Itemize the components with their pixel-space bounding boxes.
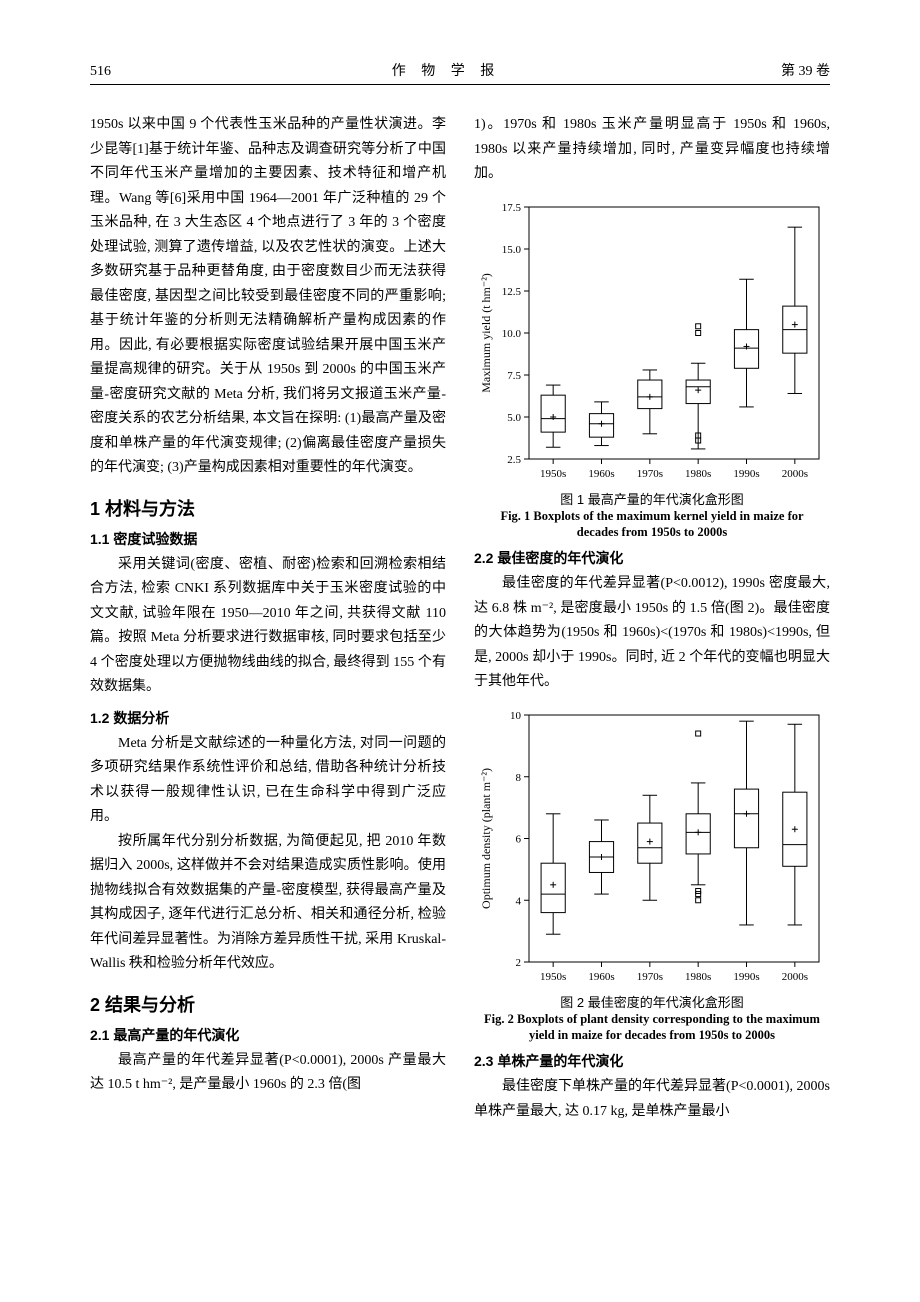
figure-1-caption-en: Fig. 1 Boxplots of the maximum kernel yi… [482,508,822,541]
svg-text:2000s: 2000s [782,971,808,983]
svg-text:2000s: 2000s [782,468,808,480]
svg-text:6: 6 [516,833,522,845]
page-number: 516 [90,64,111,80]
section-2-2-heading: 2.2 最佳密度的年代演化 [474,548,830,568]
svg-text:1970s: 1970s [637,971,663,983]
svg-text:1960s: 1960s [588,468,614,480]
figure-1: 2.5 5.0 7.5 10.0 12.5 15.0 17.5 Maximum yield (… [474,197,830,541]
svg-text:Optimum density (plant m⁻²): Optimum density (plant m⁻²) [479,768,493,909]
two-column-layout: 1950s 以来中国 9 个代表性玉米品种的产量性状演进。李少昆等[1]基于统计… [90,113,830,1124]
figure-2: 2 4 6 8 10 Optimum density (plant m⁻²) 1950s 19… [474,705,830,1044]
page: 516 作 物 学 报 第 39 卷 1950s 以来中国 9 个代表性玉米品种… [0,0,920,1164]
figure-2-chart: 2 4 6 8 10 Optimum density (plant m⁻²) 1950s 19… [474,705,829,990]
svg-text:1950s: 1950s [540,971,566,983]
svg-text:1970s: 1970s [637,468,663,480]
svg-text:8: 8 [516,771,522,783]
section-1-1-heading: 1.1 密度试验数据 [90,529,446,549]
figure-1-caption-cn: 图 1 最高产量的年代演化盒形图 [474,489,830,508]
svg-text:2.5: 2.5 [507,454,521,466]
svg-text:17.5: 17.5 [502,202,522,214]
figure-2-caption-cn: 图 2 最佳密度的年代演化盒形图 [474,992,830,1011]
section-1-1-paragraph: 采用关键词(密度、密植、耐密)检索和回溯检索相结合方法, 检索 CNKI 系列数… [90,553,446,700]
svg-text:10.0: 10.0 [502,328,522,340]
journal-title: 作 物 学 报 [111,60,781,80]
svg-text:1950s: 1950s [540,468,566,480]
section-2-2-paragraph: 最佳密度的年代差异显著(P<0.0012), 1990s 密度最大, 达 6.8… [474,572,830,695]
section-2-1-heading: 2.1 最高产量的年代演化 [90,1025,446,1045]
section-2-heading: 2 结果与分析 [90,991,446,1017]
svg-text:5.0: 5.0 [507,412,521,424]
section-2-1-continued: 1)。1970s 和 1980s 玉米产量明显高于 1950s 和 1960s,… [474,113,830,187]
section-2-1-paragraph: 最高产量的年代差异显著(P<0.0001), 2000s 产量最大达 10.5 … [90,1049,446,1098]
volume-label: 第 39 卷 [781,60,830,80]
section-1-heading: 1 材料与方法 [90,495,446,521]
section-1-2-paragraph-a: Meta 分析是文献综述的一种量化方法, 对同一问题的多项研究结果作系统性评价和… [90,732,446,830]
section-1-2-heading: 1.2 数据分析 [90,708,446,728]
svg-text:15.0: 15.0 [502,244,522,256]
svg-text:1990s: 1990s [733,971,759,983]
section-2-3-heading: 2.3 单株产量的年代演化 [474,1051,830,1071]
figure-1-chart: 2.5 5.0 7.5 10.0 12.5 15.0 17.5 Maximum yield (… [474,197,829,487]
svg-text:Maximum yield (t hm⁻²): Maximum yield (t hm⁻²) [479,273,493,393]
svg-text:10: 10 [510,710,522,722]
page-header: 516 作 物 学 报 第 39 卷 [90,60,830,85]
figure-2-caption-en: Fig. 2 Boxplots of plant density corresp… [482,1011,822,1044]
svg-text:2: 2 [516,957,522,969]
section-1-2-paragraph-b: 按所属年代分别分析数据, 为简便起见, 把 2010 年数据归入 2000s, … [90,830,446,977]
intro-paragraph: 1950s 以来中国 9 个代表性玉米品种的产量性状演进。李少昆等[1]基于统计… [90,113,446,481]
svg-text:1990s: 1990s [733,468,759,480]
svg-text:1980s: 1980s [685,468,711,480]
left-column: 1950s 以来中国 9 个代表性玉米品种的产量性状演进。李少昆等[1]基于统计… [90,113,446,1124]
svg-text:1960s: 1960s [588,971,614,983]
right-column: 1)。1970s 和 1980s 玉米产量明显高于 1950s 和 1960s,… [474,113,830,1124]
svg-text:4: 4 [516,895,522,907]
svg-text:7.5: 7.5 [507,370,521,382]
svg-text:1980s: 1980s [685,971,711,983]
svg-text:12.5: 12.5 [502,286,522,298]
section-2-3-paragraph: 最佳密度下单株产量的年代差异显著(P<0.0001), 2000s 单株产量最大… [474,1075,830,1124]
